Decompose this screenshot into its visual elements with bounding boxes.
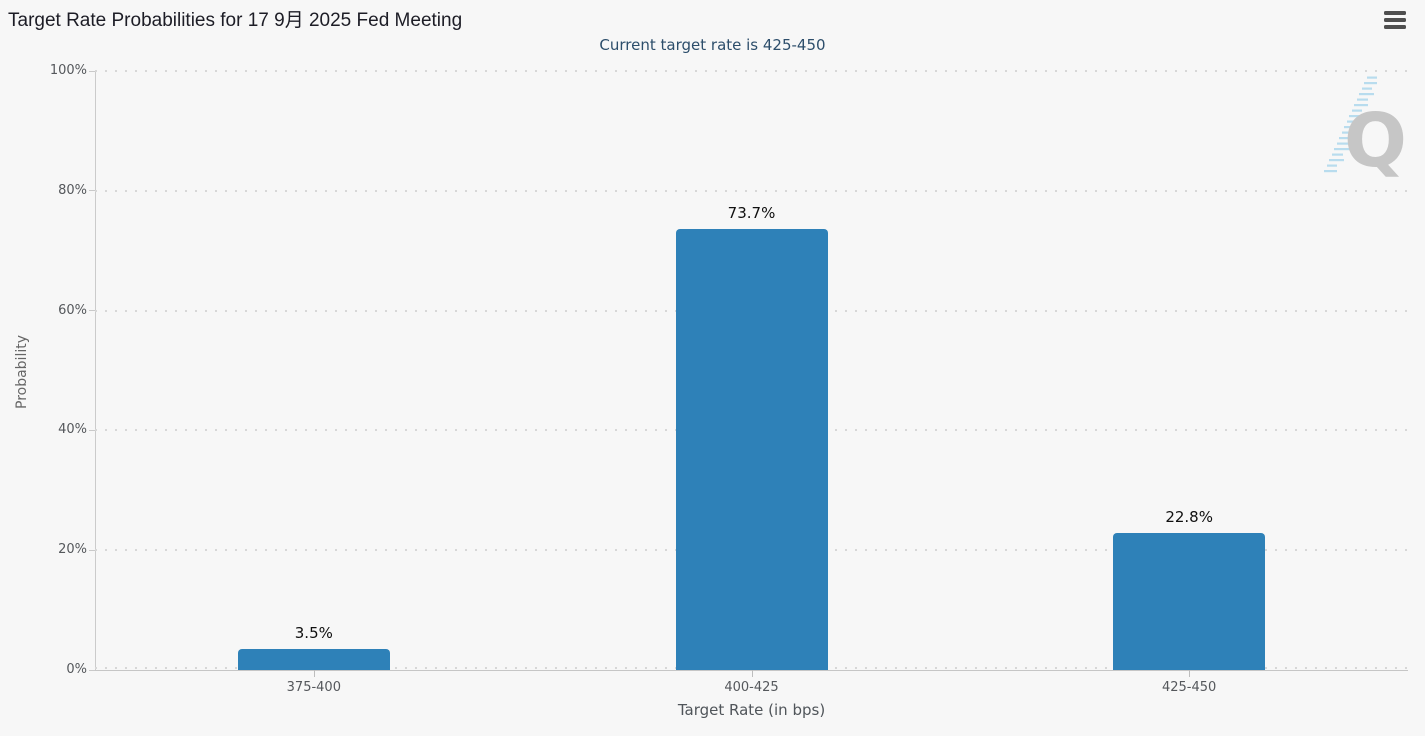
x-tick-mark bbox=[313, 670, 315, 677]
x-tick-label: 400-425 bbox=[724, 680, 779, 695]
watermark-hatch-icon: Q bbox=[1324, 76, 1407, 184]
y-axis-line bbox=[95, 71, 96, 670]
y-tick-mark bbox=[89, 70, 95, 72]
y-tick-label: 40% bbox=[58, 422, 87, 438]
gridline bbox=[95, 70, 1408, 72]
y-tick-label: 20% bbox=[58, 542, 87, 558]
y-tick-label: 80% bbox=[58, 182, 87, 198]
y-tick-mark bbox=[89, 549, 95, 551]
x-tick-mark bbox=[751, 670, 753, 677]
menu-bar bbox=[1384, 25, 1406, 29]
bar-value-label: 73.7% bbox=[727, 203, 776, 222]
gridline bbox=[95, 189, 1408, 192]
menu-bar bbox=[1384, 11, 1406, 15]
y-tick-mark bbox=[89, 429, 95, 431]
bar-400-425[interactable] bbox=[675, 228, 828, 670]
bar-value-label: 22.8% bbox=[1165, 508, 1213, 527]
y-tick-mark bbox=[89, 190, 95, 192]
chart-title: Target Rate Probabilities for 17 9月 2025… bbox=[8, 10, 463, 31]
y-tick-label: 60% bbox=[58, 302, 87, 318]
y-tick-mark bbox=[89, 669, 95, 671]
y-tick-mark bbox=[89, 310, 95, 312]
watermark-logo: Q bbox=[1318, 70, 1412, 184]
x-tick-mark bbox=[1189, 670, 1191, 677]
bar-value-label: 3.5% bbox=[294, 624, 333, 643]
hamburger-menu-icon[interactable] bbox=[1384, 11, 1406, 32]
y-axis-title: Probability bbox=[14, 334, 30, 410]
bar-375-400[interactable] bbox=[237, 649, 390, 670]
x-tick-label: 375-400 bbox=[286, 680, 341, 695]
watermark-letter: Q bbox=[1344, 98, 1407, 178]
chart-subtitle: Current target rate is 425-450 bbox=[599, 36, 826, 54]
y-tick-label: 0% bbox=[66, 662, 87, 677]
x-axis-title: Target Rate (in bps) bbox=[677, 701, 826, 719]
bar-425-450[interactable] bbox=[1113, 533, 1266, 670]
x-tick-label: 425-450 bbox=[1161, 680, 1217, 695]
menu-bar bbox=[1384, 18, 1406, 22]
y-tick-label: 100% bbox=[49, 63, 87, 78]
